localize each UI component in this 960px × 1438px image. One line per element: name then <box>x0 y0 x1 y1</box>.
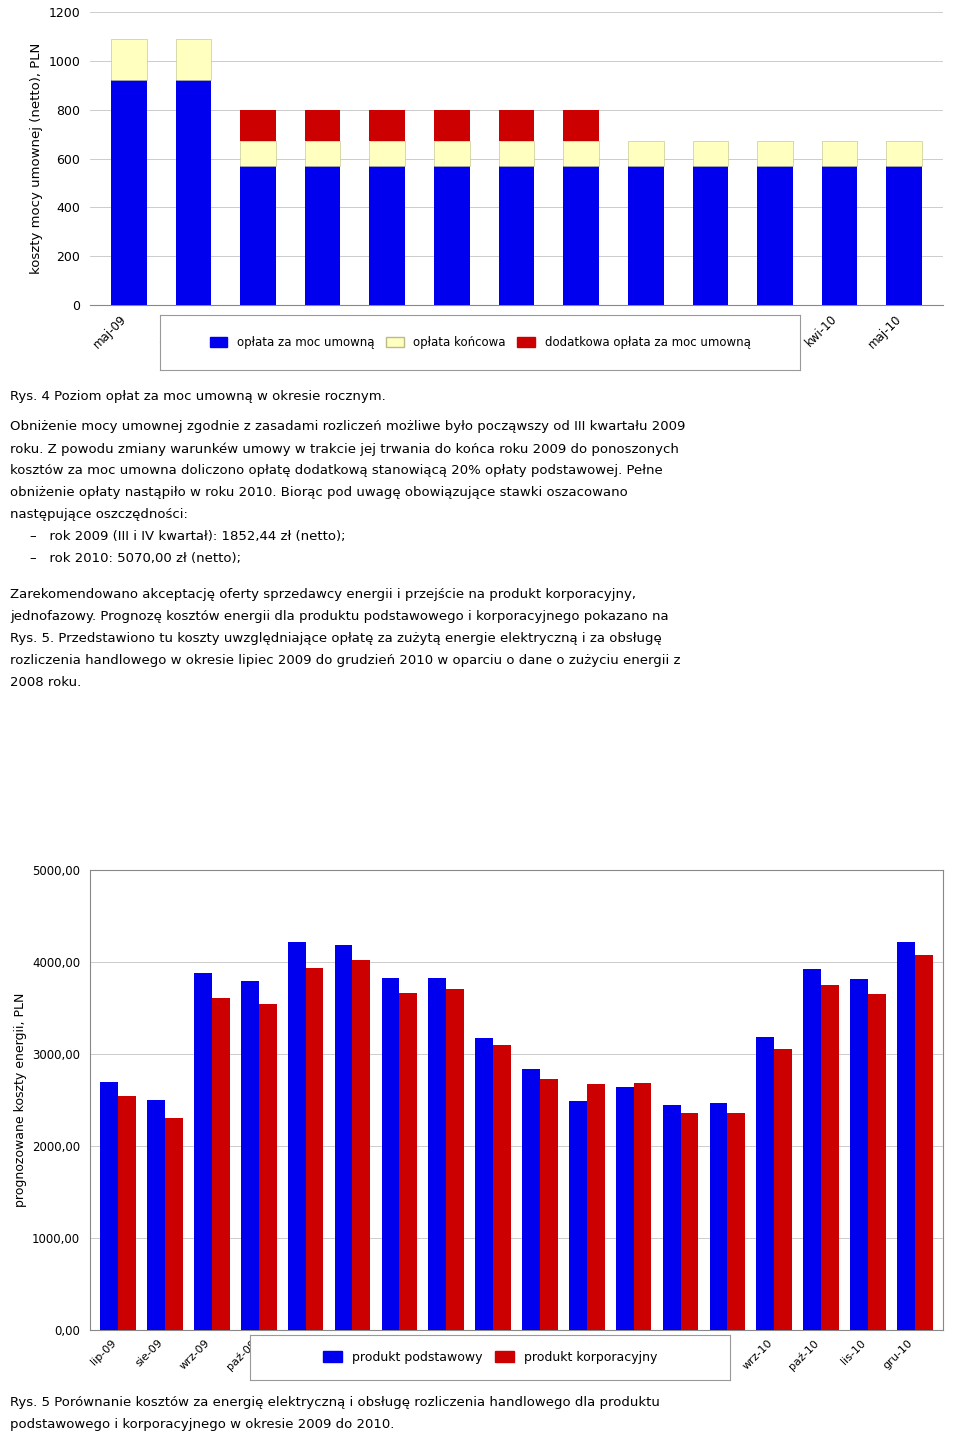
Bar <box>569 1102 587 1330</box>
Text: roku. Z powodu zmiany warunkéw umowy w trakcie jej trwania do końca roku 2009 d: roku. Z powodu zmiany warunkéw umowy w … <box>10 441 679 456</box>
Bar <box>681 1113 698 1330</box>
Bar <box>259 1004 276 1330</box>
Bar <box>886 165 922 305</box>
Text: Zarekomendowano akceptację oferty sprzedawcy energii i przejście na produkt korp: Zarekomendowano akceptację oferty sprzed… <box>10 588 636 601</box>
Bar <box>564 165 599 305</box>
Y-axis label: prognozowane koszty energii, PLN: prognozowane koszty energii, PLN <box>13 992 27 1206</box>
Text: kosztów za moc umowna doliczono opłatę dodatkową stanowiącą 20% opłaty podstawow: kosztów za moc umowna doliczono opłatę d… <box>10 464 662 477</box>
Y-axis label: koszty mocy umownej (netto), PLN: koszty mocy umownej (netto), PLN <box>30 43 43 275</box>
Bar <box>616 1087 634 1330</box>
Bar <box>522 1068 540 1330</box>
Bar <box>176 39 211 81</box>
Bar <box>757 165 793 305</box>
Bar <box>100 1081 118 1330</box>
Bar <box>240 109 276 141</box>
Text: jednofazowy. Prognozę kosztów energii dla produktu podstawowego i korporacyjnego: jednofazowy. Prognozę kosztów energii dl… <box>10 610 668 623</box>
Bar <box>240 165 276 305</box>
Bar <box>756 1037 775 1330</box>
Text: –   rok 2009 (III i IV kwartał): 1852,44 zł (netto);: – rok 2009 (III i IV kwartał): 1852,44 z… <box>30 531 346 544</box>
Text: Rys. 4 Poziom opłat za moc umowną w okresie rocznym.: Rys. 4 Poziom opłat za moc umowną w okre… <box>10 390 386 403</box>
Bar <box>194 974 212 1330</box>
Bar <box>434 165 469 305</box>
Text: 2008 roku.: 2008 roku. <box>10 676 82 689</box>
Legend: produkt podstawowy, produkt korporacyjny: produkt podstawowy, produkt korporacyjny <box>320 1347 660 1368</box>
Bar <box>434 141 469 165</box>
Bar <box>662 1104 681 1330</box>
Bar <box>499 165 535 305</box>
Bar <box>868 994 886 1330</box>
Text: Rys. 5. Przedstawiono tu koszty uwzględniające opłatę za zużytą energie elektryc: Rys. 5. Przedstawiono tu koszty uwzględn… <box>10 631 661 646</box>
Bar <box>446 989 464 1330</box>
Legend: opłata za moc umowną, opłata końcowa, dodatkowa opłata za moc umowną: opłata za moc umowną, opłata końcowa, do… <box>206 332 754 352</box>
Bar <box>111 39 147 81</box>
Bar <box>240 141 276 165</box>
Bar <box>370 109 405 141</box>
Text: podstawowego i korporacyjnego w okresie 2009 do 2010.: podstawowego i korporacyjnego w okresie … <box>10 1418 395 1431</box>
Bar <box>370 141 405 165</box>
Bar <box>692 165 728 305</box>
Bar <box>499 109 535 141</box>
Bar <box>587 1084 605 1330</box>
Bar <box>804 969 821 1330</box>
Bar <box>822 141 857 165</box>
Bar <box>305 968 324 1330</box>
Bar <box>628 141 663 165</box>
Bar <box>564 141 599 165</box>
Bar <box>822 165 857 305</box>
Bar <box>165 1119 182 1330</box>
Bar <box>335 945 352 1330</box>
Bar <box>305 165 341 305</box>
Bar <box>775 1050 792 1330</box>
Bar <box>147 1100 165 1330</box>
Bar <box>897 942 915 1330</box>
Text: obniżenie opłaty nastąpiło w roku 2010. Biorąc pod uwagę obowiązujące stawki osz: obniżenie opłaty nastąpiło w roku 2010. … <box>10 486 628 499</box>
Bar <box>821 985 839 1330</box>
Bar <box>692 141 728 165</box>
Text: –   rok 2010: 5070,00 zł (netto);: – rok 2010: 5070,00 zł (netto); <box>30 552 241 565</box>
Bar <box>288 942 305 1330</box>
Bar <box>399 994 418 1330</box>
Bar <box>241 981 259 1330</box>
Text: Obniżenie mocy umownej zgodnie z zasadami rozliczeń możliwe było począwszy od II: Obniżenie mocy umownej zgodnie z zasadam… <box>10 420 685 433</box>
Bar <box>305 141 341 165</box>
Bar <box>634 1083 652 1330</box>
Bar <box>493 1045 511 1330</box>
Bar <box>381 978 399 1330</box>
Bar <box>540 1078 558 1330</box>
Bar <box>475 1038 493 1330</box>
Text: rozliczenia handlowego w okresie lipiec 2009 do grudzień 2010 w oparciu o dane o: rozliczenia handlowego w okresie lipiec … <box>10 654 681 667</box>
Bar <box>176 81 211 305</box>
Bar <box>851 979 868 1330</box>
Bar <box>728 1113 745 1330</box>
Bar <box>434 109 469 141</box>
Bar <box>212 998 229 1330</box>
Bar <box>370 165 405 305</box>
Bar <box>352 961 371 1330</box>
Bar <box>499 141 535 165</box>
Bar <box>428 978 446 1330</box>
Bar <box>915 955 933 1330</box>
Bar <box>757 141 793 165</box>
Bar <box>709 1103 728 1330</box>
Bar <box>886 141 922 165</box>
Bar <box>564 109 599 141</box>
Bar <box>118 1096 136 1330</box>
Bar <box>305 109 341 141</box>
Text: Rys. 5 Porównanie kosztów za energię elektryczną i obsługę rozliczenia handloweg: Rys. 5 Porównanie kosztów za energię ele… <box>10 1396 660 1409</box>
Bar <box>111 81 147 305</box>
Text: następujące oszczędności:: następujące oszczędności: <box>10 508 188 521</box>
Bar <box>628 165 663 305</box>
